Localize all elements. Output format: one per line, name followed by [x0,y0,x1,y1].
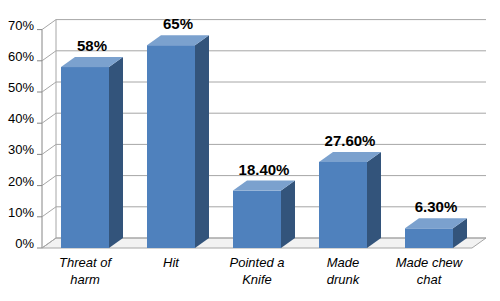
bar-top [233,181,295,191]
bar-top [405,218,467,228]
y-tick-label: 30% [8,142,34,157]
data-label: 27.60% [325,132,376,149]
bar-side [109,57,123,248]
data-label: 6.30% [415,198,458,215]
data-label: 18.40% [239,161,290,178]
y-tick-label: 60% [8,49,34,64]
bar [61,57,123,248]
bars [61,35,467,248]
data-label: 58% [77,37,107,54]
y-tick [37,185,42,186]
bar-side [195,35,209,248]
x-tick-label-line: drunk [327,272,361,287]
y-tick [37,123,42,124]
x-tick-label-line: harm [70,272,100,287]
y-tick-label: 50% [8,80,34,95]
y-axis-line [42,30,43,248]
x-tick-label: Threat of harm [59,255,112,287]
bar-front [147,45,195,248]
x-tick-label-line: Threat of [59,255,112,270]
chart: 0% 10% 20% 30% 40% 50% 60% 70% 58% 65% 18.40% 27.60… [0,0,500,301]
bar-front [319,162,367,248]
x-tick-label-line: chat [417,272,443,287]
bar-side [367,152,381,248]
bar-front [405,228,453,248]
x-tick-label-line: Pointed a [230,255,285,270]
x-tick-label-line: Hit [163,255,180,270]
bar-side [281,181,295,248]
bar-top [319,152,381,162]
x-tick-label-line: Made chew [396,255,464,270]
y-tick [37,29,42,30]
y-tick-label: 40% [8,111,34,126]
x-tick-label: Made drunk [327,255,361,287]
back-wall-edge [56,20,57,238]
y-tick [37,216,42,217]
bar-top [61,57,123,67]
bar [405,218,467,248]
x-tick-label: Pointed a Knife [230,255,285,287]
bar-front [233,191,281,248]
data-label: 65% [163,15,193,32]
x-tick-label-line: Knife [242,272,272,287]
x-tick-label-line: Made [327,255,360,270]
y-tick [37,60,42,61]
x-tick-label: Hit [163,255,180,270]
bar-top [147,35,209,45]
y-tick [37,248,42,249]
grid-line [42,20,486,30]
y-tick [37,92,42,93]
bar [233,181,295,248]
bar [147,35,209,248]
x-tick-label: Made chew chat [396,255,464,287]
y-tick-label: 10% [8,205,34,220]
bar [319,152,381,248]
y-tick-label: 70% [8,18,34,33]
bar-front [61,67,109,248]
y-tick [37,154,42,155]
y-tick-label: 0% [15,236,34,251]
y-tick-label: 20% [8,174,34,189]
